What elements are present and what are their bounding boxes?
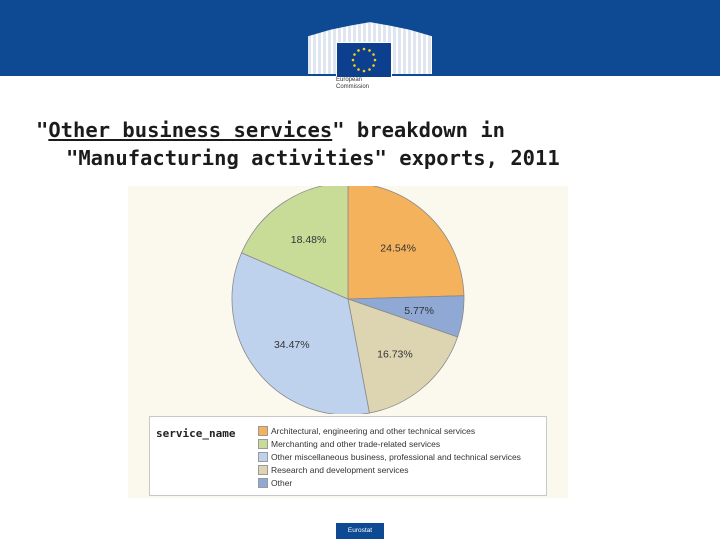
slice-label: 16.73%	[377, 348, 413, 360]
pie-slice	[231, 252, 370, 414]
eu-star	[362, 47, 366, 51]
eurostat-badge: Eurostat	[336, 523, 384, 539]
slice-label: 5.77%	[404, 305, 434, 317]
title-underlined: Other business services	[48, 118, 333, 142]
eu-star	[372, 64, 375, 67]
eu-star	[368, 49, 371, 52]
legend-entry: Other miscellaneous business, profession…	[258, 450, 521, 463]
pie-slice	[347, 186, 465, 300]
legend-entry: Other	[258, 477, 521, 490]
eu-star	[368, 68, 371, 71]
legend-swatch	[258, 451, 268, 462]
pie-chart: 24.54% 5.77% 16.73% 34.47% 18.48%	[231, 186, 465, 414]
title-line2: "Manufacturing activities" exports, 2011	[66, 146, 560, 170]
pie-slice	[347, 298, 459, 414]
legend-label: Merchanting and other trade-related serv…	[271, 438, 441, 449]
legend-label: Other miscellaneous business, profession…	[271, 451, 521, 462]
legend-label: Architectural, engineering and other tec…	[271, 425, 476, 436]
eu-star	[372, 53, 375, 56]
eu-star	[357, 68, 360, 71]
page-title: "Other business services" breakdown in "…	[36, 116, 696, 172]
logo-line2: Commission	[336, 84, 370, 90]
slice-label: 34.47%	[274, 339, 310, 351]
chart-legend: service_name Architectural, engineering …	[149, 416, 547, 496]
pie-slice	[241, 186, 349, 300]
legend-label: Other	[271, 478, 293, 489]
legend-label: Research and development services	[271, 465, 409, 476]
legend-entry: Merchanting and other trade-related serv…	[258, 437, 521, 450]
eu-stars-icon	[351, 47, 377, 73]
legend-entry: Architectural, engineering and other tec…	[258, 424, 521, 437]
eu-star	[362, 69, 366, 73]
eu-star	[357, 49, 360, 52]
eu-flag-icon	[336, 42, 392, 78]
title-quote: "	[36, 118, 49, 142]
logo-text: European Commission	[336, 77, 416, 91]
eu-star	[373, 58, 377, 62]
pie-chart-panel: 24.54% 5.77% 16.73% 34.47% 18.48% service_na…	[128, 186, 568, 498]
legend-entry: Research and development services	[258, 464, 521, 477]
eu-star	[353, 64, 356, 67]
eu-star	[353, 53, 356, 56]
slice-label: 24.54%	[380, 242, 416, 254]
legend-swatch	[258, 425, 268, 436]
slice-label: 18.48%	[291, 234, 327, 246]
legend-swatch	[258, 438, 268, 449]
legend-swatch	[258, 465, 268, 476]
title-part2: " breakdown in	[332, 118, 506, 142]
legend-entries: Architectural, engineering and other tec…	[258, 424, 521, 490]
legend-title: service_name	[156, 427, 236, 440]
eu-star	[351, 58, 355, 62]
legend-swatch	[258, 478, 268, 489]
logo-line1: European	[336, 77, 363, 83]
european-commission-logo: European Commission	[308, 20, 432, 100]
